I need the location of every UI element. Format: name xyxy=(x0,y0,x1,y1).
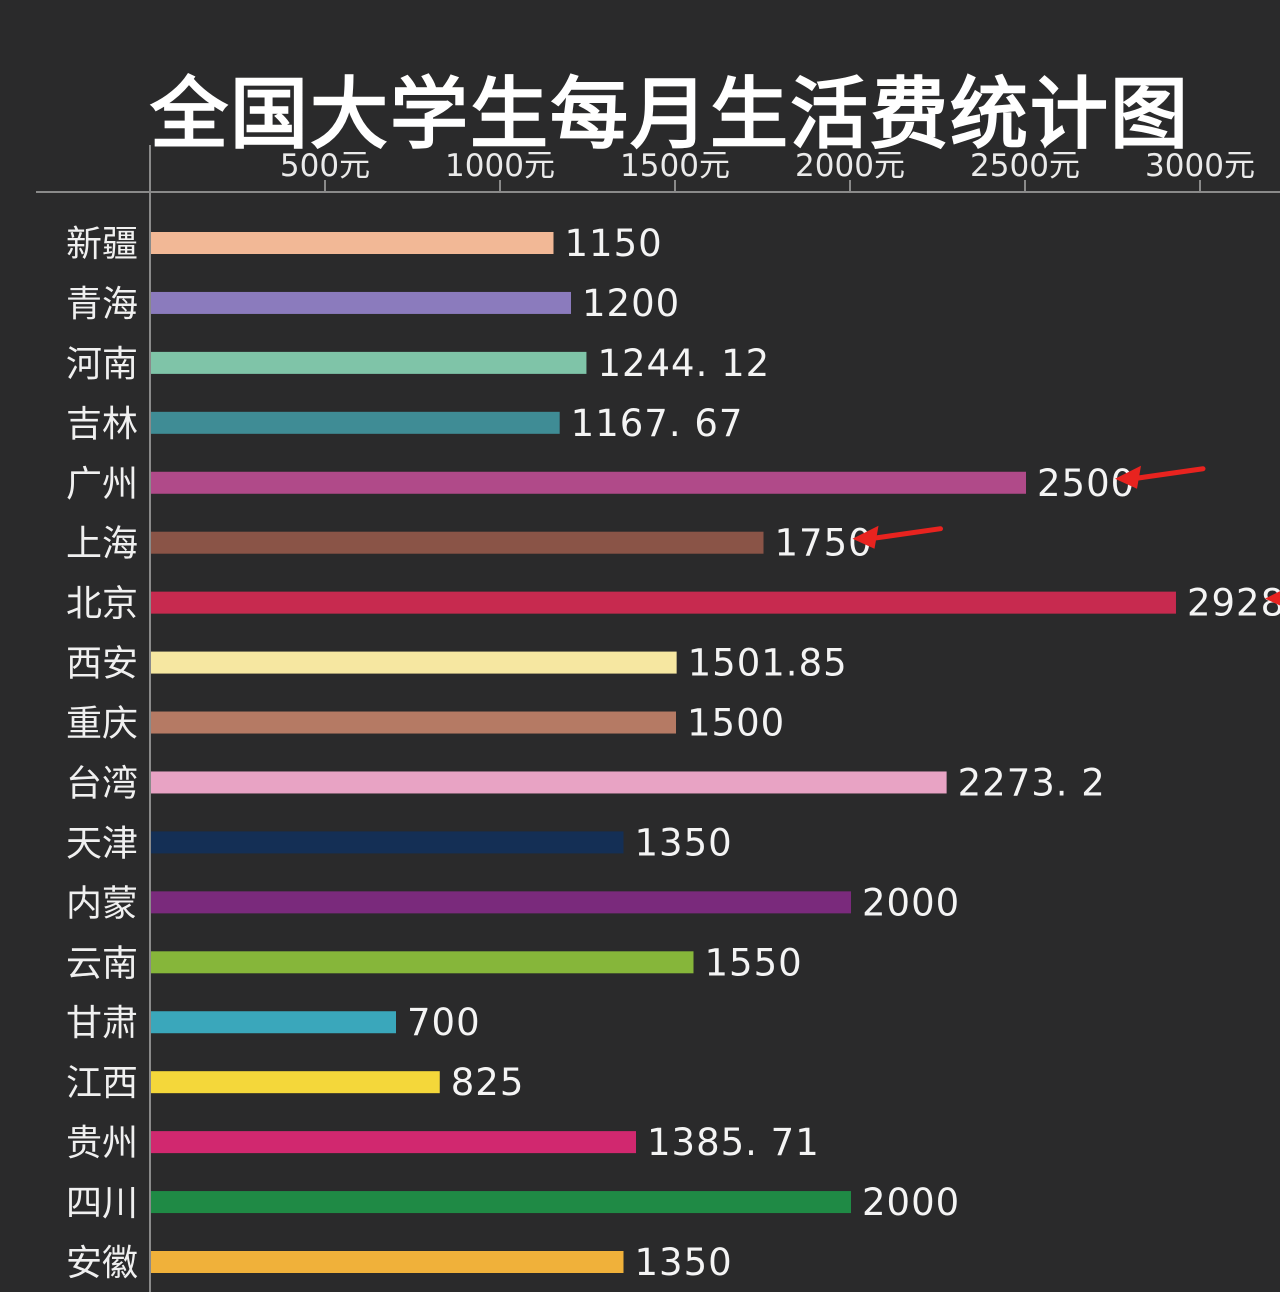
bar xyxy=(151,651,677,674)
category-label: 重庆 xyxy=(66,704,138,745)
category-label: 云南 xyxy=(66,943,138,984)
axes-group: 500元 1000元 1500元 2000元 2500元 3000元 xyxy=(36,145,1280,1292)
value-label: 825 xyxy=(451,1061,525,1104)
category-label: 北京 xyxy=(66,584,138,625)
bar xyxy=(151,1071,440,1094)
bar xyxy=(151,831,624,854)
value-label: 2000 xyxy=(862,1181,960,1224)
category-label: 新疆 xyxy=(66,224,138,265)
bar xyxy=(151,291,571,314)
bar xyxy=(151,232,554,254)
annotation-arrow-head xyxy=(1115,465,1141,489)
category-label: 安徽 xyxy=(66,1243,138,1284)
x-tick-label: 2500元 xyxy=(970,148,1080,184)
category-label: 江西 xyxy=(66,1063,138,1104)
value-label: 2928. 5 xyxy=(1187,582,1280,625)
category-label: 内蒙 xyxy=(66,883,138,924)
value-label: 1550 xyxy=(705,941,803,984)
annotation-arrow-head xyxy=(1264,591,1280,606)
x-tick-label: 2000元 xyxy=(795,148,905,184)
value-label: 2000 xyxy=(862,881,960,924)
bar xyxy=(151,711,676,734)
bar xyxy=(151,1191,851,1214)
bars-group: 新疆 1150 青海 1200 河南 1244. 12 吉林 1167. 67 广州 2500 上海… xyxy=(66,222,1280,1284)
category-label: 西安 xyxy=(66,644,138,685)
category-label: 广州 xyxy=(66,464,138,505)
value-label: 1350 xyxy=(635,1241,733,1284)
annotation-arrow-shaft xyxy=(868,526,943,542)
value-label: 1200 xyxy=(582,282,680,325)
category-label: 青海 xyxy=(66,284,138,325)
bar xyxy=(151,771,947,794)
annotation-arrows xyxy=(852,465,1280,606)
annotation-arrow-shaft xyxy=(1130,466,1206,482)
bar xyxy=(151,951,694,974)
bar xyxy=(151,1251,624,1273)
category-label: 贵州 xyxy=(66,1123,138,1164)
value-label: 1385. 71 xyxy=(647,1121,820,1164)
category-label: 天津 xyxy=(66,823,138,864)
value-label: 1350 xyxy=(635,821,733,864)
value-label: 1167. 67 xyxy=(571,402,744,445)
value-label: 1500 xyxy=(687,702,785,745)
bar xyxy=(151,411,560,434)
bar xyxy=(151,351,587,374)
bar xyxy=(151,471,1026,494)
value-label: 1750 xyxy=(775,522,873,565)
value-label: 1150 xyxy=(565,222,663,265)
annotation-arrow-head xyxy=(852,525,879,549)
value-label: 2273. 2 xyxy=(958,761,1106,804)
bar xyxy=(151,591,1176,614)
x-tick-label: 3000元 xyxy=(1145,148,1255,184)
category-label: 吉林 xyxy=(66,404,138,445)
category-label: 上海 xyxy=(66,524,138,565)
bar xyxy=(151,1011,396,1034)
category-label: 台湾 xyxy=(66,763,138,804)
chart-title: 全国大学生每月生活费统计图 xyxy=(149,70,1190,160)
category-label: 河南 xyxy=(66,344,138,385)
value-label: 700 xyxy=(407,1001,481,1044)
bar xyxy=(151,1131,636,1154)
x-tick-label: 1000元 xyxy=(445,148,555,184)
x-tick-label: 500元 xyxy=(280,148,370,184)
value-label: 1501.85 xyxy=(688,642,848,685)
value-label: 2500 xyxy=(1037,462,1135,505)
bar xyxy=(151,891,851,914)
x-tick-label: 1500元 xyxy=(620,148,730,184)
bar xyxy=(151,531,764,554)
category-label: 甘肃 xyxy=(66,1003,138,1044)
value-label: 1244. 12 xyxy=(597,342,770,385)
category-label: 四川 xyxy=(66,1183,138,1224)
